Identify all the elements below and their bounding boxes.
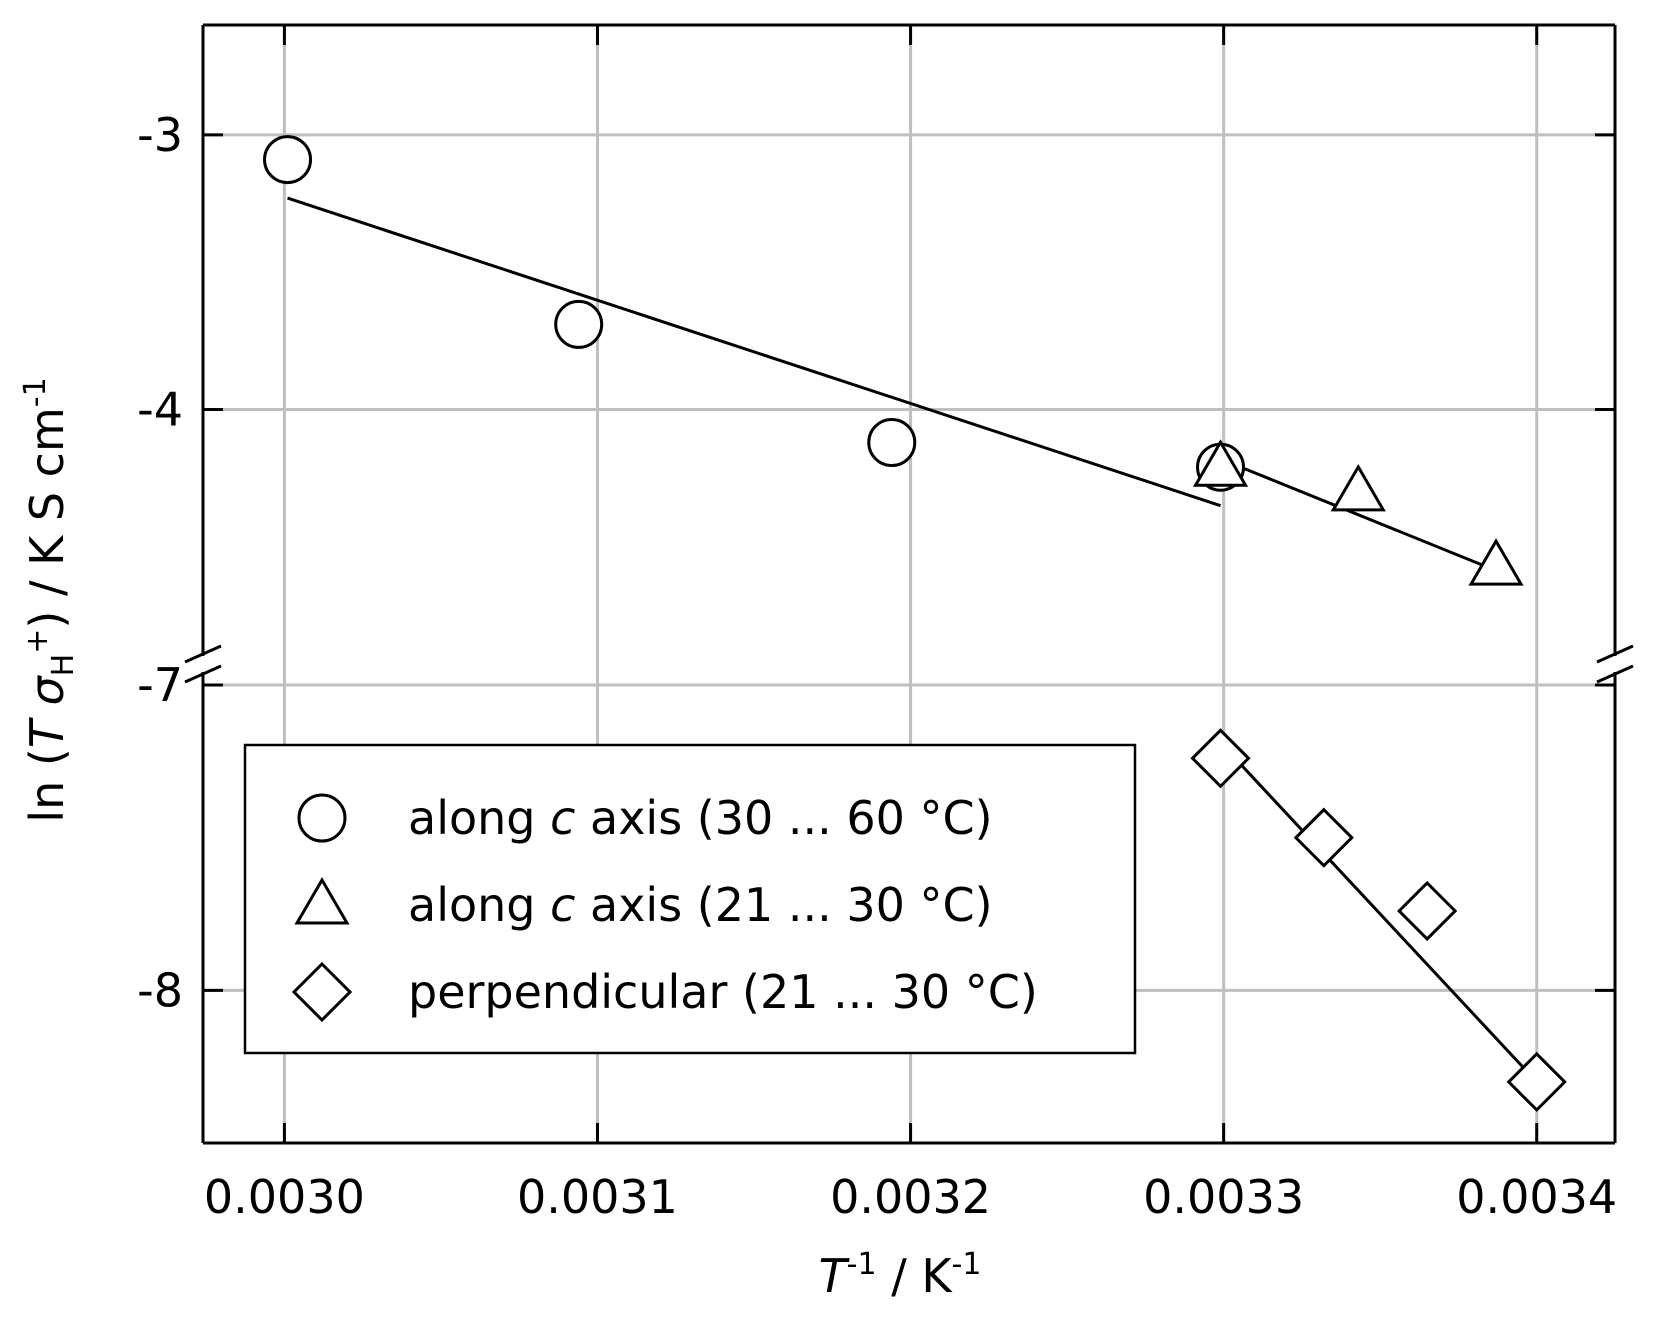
y-axis-title-sub: H (46, 654, 81, 677)
legend-triangle-marker (294, 877, 350, 925)
y-axis-title: ln (T σH+) / K S cm-1 (18, 377, 81, 822)
legend-circle-marker (297, 793, 347, 843)
y-tick-label: -8 (137, 963, 183, 1017)
fit-line-triangle (1219, 457, 1506, 576)
x-axis-title: T-1 / K-1 (819, 1247, 982, 1303)
fit-line-circle (287, 196, 1221, 508)
diamond-point (1506, 1051, 1567, 1113)
legend-diamond-marker (291, 961, 353, 1023)
triangle-point (1330, 463, 1386, 512)
x-tick-label: 0.0031 (517, 1170, 678, 1224)
x-tick-label: 0.0033 (1143, 1170, 1304, 1224)
legend-label-post: axis (21 ... 30 °C) (575, 878, 992, 932)
axis-break-left-upper (184, 644, 222, 664)
axis-break-left-lower (184, 664, 222, 684)
legend-label-pre: along (408, 878, 550, 932)
fit-lines (287, 196, 1538, 1083)
legend-label-pre: along (408, 791, 550, 845)
x-tick-label: 0.0034 (1456, 1170, 1617, 1224)
x-axis-title-main: T (819, 1249, 851, 1303)
x-tick-label: 0.0032 (830, 1170, 991, 1224)
legend-label-pre: perpendicular (21 ... 30 °C) (408, 965, 1038, 1019)
y-axis-title-mid: ) / K S cm (20, 407, 74, 628)
legend-label: along c axis (30 ... 60 °C) (408, 791, 993, 845)
circle-point (263, 135, 313, 185)
diamond-point (1397, 880, 1458, 942)
diamond-point (1293, 807, 1354, 868)
axis-break-right-upper (1596, 644, 1634, 664)
triangle-point (1192, 439, 1249, 487)
y-axis-title-sup: + (20, 629, 55, 654)
tick-labels: 0.0030 0.0031 0.0032 0.0033 0.0034 -3 -4 -7 -8 (137, 108, 1617, 1224)
axis-break-right-lower (1596, 664, 1634, 684)
y-axis-title-italic: T σ (20, 674, 74, 748)
legend-label-post: axis (30 ... 60 °C) (575, 791, 992, 845)
y-tick-label: -7 (137, 658, 183, 712)
x-axis-title-sup1: -1 (847, 1247, 877, 1282)
x-tick-label: 0.0030 (204, 1170, 365, 1224)
legend-label: along c axis (21 ... 30 °C) (408, 878, 993, 932)
legend-label-italic: c (550, 878, 575, 932)
fit-line-diamond (1222, 745, 1538, 1083)
plot-frame (184, 23, 1634, 1145)
y-tick-label: -3 (137, 108, 183, 162)
legend: along c axis (30 ... 60 °C)along c axis … (243, 743, 1137, 1055)
diamond-point (1190, 728, 1251, 789)
y-tick-label: -4 (137, 383, 183, 437)
data-markers (263, 135, 1567, 1113)
y-axis-title-pre: ln ( (20, 748, 74, 823)
legend-label: perpendicular (21 ... 30 °C) (408, 965, 1038, 1019)
legend-label-italic: c (550, 791, 575, 845)
triangle-point (1468, 538, 1524, 586)
y-axis-title-sup2: -1 (18, 377, 53, 407)
legend-box (243, 743, 1137, 1055)
x-axis-title-rest: / K (877, 1249, 954, 1303)
circle-point (867, 417, 917, 467)
circle-point (554, 299, 604, 349)
x-axis-title-sup2: -1 (952, 1247, 982, 1282)
